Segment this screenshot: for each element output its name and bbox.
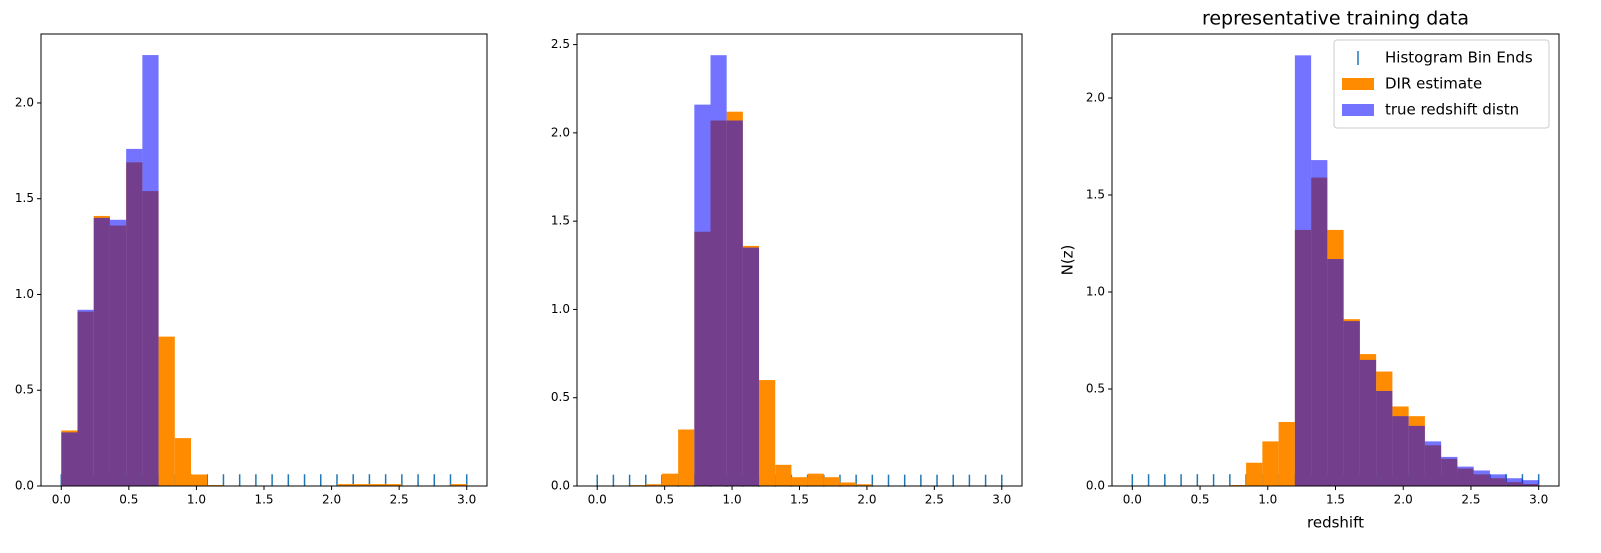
histogram-bar bbox=[369, 484, 386, 486]
histogram-bar bbox=[61, 432, 78, 486]
histogram-bar bbox=[1506, 478, 1523, 486]
histogram-bar bbox=[353, 484, 370, 486]
y-tick-label: 0.5 bbox=[15, 383, 34, 397]
x-tick-label: 2.0 bbox=[1394, 493, 1413, 507]
x-tick-label: 2.0 bbox=[322, 493, 341, 507]
histogram-bar bbox=[1278, 421, 1295, 486]
histogram-bar bbox=[726, 120, 743, 486]
histogram-bar bbox=[661, 473, 679, 486]
legend-box bbox=[1333, 39, 1550, 129]
histogram-bar bbox=[93, 217, 110, 486]
histogram-bar bbox=[1376, 390, 1393, 486]
histogram-bar bbox=[775, 464, 792, 486]
y-tick-label: 2.0 bbox=[15, 95, 34, 109]
x-tick-label: 2.0 bbox=[857, 493, 876, 507]
x-tick-label: 0.0 bbox=[52, 493, 71, 507]
y-tick-label: 0.0 bbox=[551, 479, 570, 493]
chart-title: representative training data bbox=[1202, 8, 1469, 30]
y-tick-label: 2.5 bbox=[551, 37, 570, 51]
histogram-bar bbox=[1246, 462, 1263, 486]
y-tick-label: 0.5 bbox=[551, 390, 570, 404]
histogram-bar bbox=[791, 477, 808, 486]
x-tick-label: 0.0 bbox=[588, 493, 607, 507]
histogram-bar bbox=[1392, 416, 1409, 486]
histogram-bar bbox=[1489, 474, 1507, 486]
x-tick-label: 2.5 bbox=[925, 493, 944, 507]
histogram-bar bbox=[1408, 425, 1425, 486]
histogram-bar bbox=[191, 474, 208, 486]
y-tick-label: 1.5 bbox=[1086, 188, 1105, 202]
histogram-bar bbox=[126, 148, 143, 486]
legend-swatch bbox=[1342, 104, 1374, 116]
y-tick-label: 1.0 bbox=[551, 302, 570, 316]
x-axis-label: redshift bbox=[1307, 514, 1364, 532]
histogram-bar bbox=[678, 429, 695, 486]
histogram-bar bbox=[807, 473, 824, 486]
histogram-bar bbox=[174, 438, 192, 486]
legend-label: Histogram Bin Ends bbox=[1385, 49, 1533, 67]
subplot: 0.0 0.5 1.0 1.5 2.0 2.5 3.0 0.0 0.5 1.0 1.5 2.0 2.5 bbox=[551, 33, 1023, 507]
histogram-bar bbox=[1457, 466, 1474, 486]
x-tick-label: 3.0 bbox=[992, 493, 1011, 507]
y-tick-label: 1.5 bbox=[551, 214, 570, 228]
x-tick-label: 1.0 bbox=[1258, 493, 1277, 507]
histogram-bar bbox=[710, 55, 727, 486]
x-tick-label: 0.5 bbox=[655, 493, 674, 507]
x-tick-label: 1.5 bbox=[1326, 493, 1345, 507]
histogram-bar bbox=[109, 219, 127, 486]
histogram-bar bbox=[823, 477, 840, 486]
histogram-bar bbox=[856, 484, 873, 486]
histogram-bar bbox=[1522, 480, 1539, 486]
histogram-bar bbox=[694, 104, 711, 486]
subplot: 0.0 0.5 1.0 1.5 2.0 2.5 3.0 0.0 0.5 1.0 1.5 2.0 bbox=[15, 33, 488, 507]
x-tick-label: 1.0 bbox=[187, 493, 206, 507]
histogram-bar bbox=[1343, 321, 1360, 486]
histogram-bar bbox=[336, 484, 354, 486]
y-tick-label: 2.0 bbox=[1086, 91, 1105, 105]
x-tick-label: 2.5 bbox=[390, 493, 409, 507]
axes-frame bbox=[576, 33, 1023, 487]
histogram-bar bbox=[1327, 259, 1344, 486]
x-tick-label: 0.0 bbox=[1123, 493, 1142, 507]
histogram-bar bbox=[1294, 55, 1312, 487]
legend: Histogram Bin Ends DIR estimate true redsh… bbox=[1333, 39, 1550, 129]
x-tick-label: 0.5 bbox=[1190, 493, 1209, 507]
histogram-bar bbox=[450, 484, 467, 486]
x-tick-label: 3.0 bbox=[1529, 493, 1548, 507]
histogram-bar bbox=[1441, 456, 1458, 486]
y-tick-label: 0.0 bbox=[15, 479, 34, 493]
x-tick-label: 1.5 bbox=[254, 493, 273, 507]
histogram-bar bbox=[742, 247, 760, 486]
histogram-bar bbox=[1311, 160, 1328, 486]
histogram-bar bbox=[1359, 359, 1377, 486]
histogram-bar bbox=[385, 484, 402, 486]
y-axis-label: N(z) bbox=[1059, 245, 1077, 276]
histogram-bar bbox=[77, 309, 94, 486]
x-tick-label: 0.5 bbox=[119, 493, 138, 507]
histogram-bar bbox=[158, 336, 175, 486]
y-tick-label: 2.0 bbox=[551, 125, 570, 139]
x-tick-label: 3.0 bbox=[457, 493, 476, 507]
y-tick-label: 1.5 bbox=[15, 191, 34, 205]
y-tick-label: 0.0 bbox=[1086, 479, 1105, 493]
subplot: 0.0 0.5 1.0 1.5 2.0 2.5 3.0 0.0 0.5 1.0 1.5 2.0 repr… bbox=[1059, 8, 1560, 532]
histogram-bar bbox=[839, 482, 857, 486]
legend-label: true redshift distn bbox=[1385, 101, 1519, 119]
x-tick-label: 1.0 bbox=[723, 493, 742, 507]
y-tick-label: 1.0 bbox=[1086, 285, 1105, 299]
legend-swatch bbox=[1342, 78, 1374, 90]
histogram-bar bbox=[1473, 470, 1490, 486]
histogram-bar bbox=[645, 484, 662, 486]
y-tick-label: 1.0 bbox=[15, 287, 34, 301]
histogram-bar bbox=[759, 380, 776, 486]
histogram-bar bbox=[142, 55, 159, 486]
histogram-bar bbox=[1424, 441, 1442, 486]
histogram-bar bbox=[1262, 441, 1279, 486]
x-tick-label: 2.5 bbox=[1461, 493, 1480, 507]
y-tick-label: 0.5 bbox=[1086, 382, 1105, 396]
legend-label: DIR estimate bbox=[1385, 75, 1482, 93]
x-tick-label: 1.5 bbox=[790, 493, 809, 507]
